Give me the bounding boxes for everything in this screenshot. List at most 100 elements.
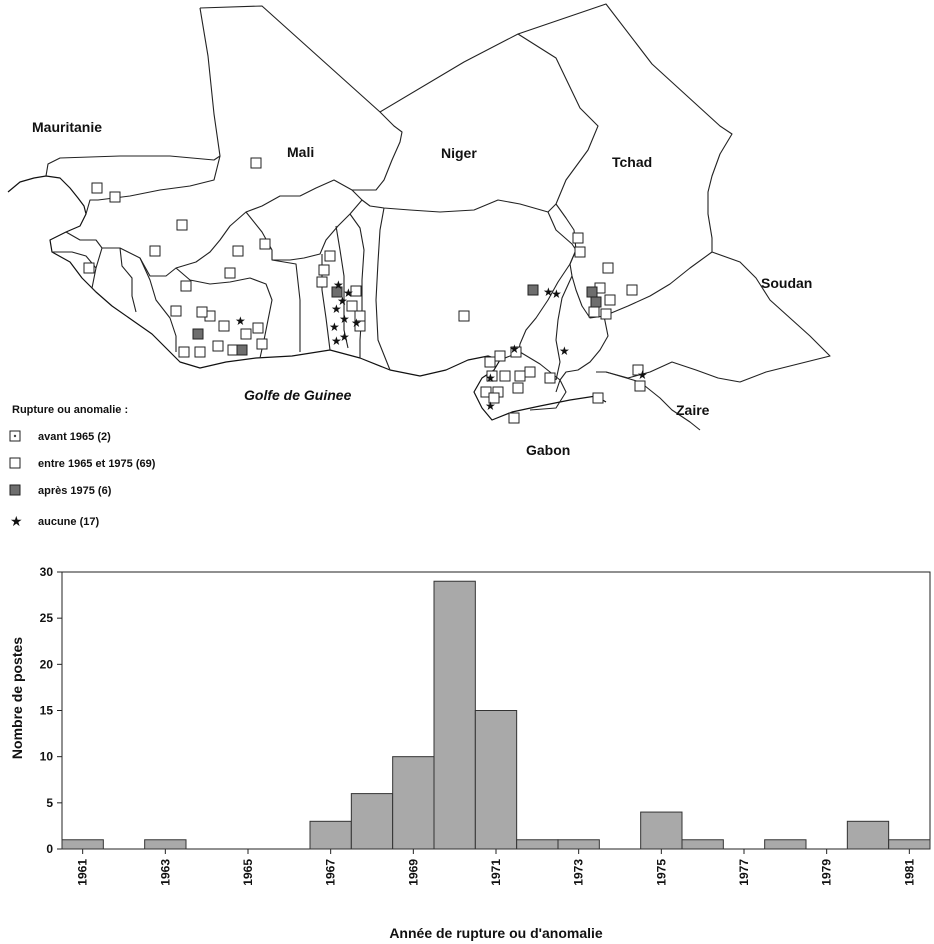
station-open-square (109, 191, 121, 203)
x-tick-label: 1981 (902, 859, 916, 886)
station-open-square (212, 340, 224, 352)
bar-1976 (681, 839, 724, 850)
country-label-mauritanie: Mauritanie (32, 119, 102, 135)
station-star: ★ (509, 342, 520, 356)
country-label-tchad: Tchad (612, 154, 652, 170)
bar-1973 (557, 839, 600, 850)
station-open-square (149, 245, 161, 257)
station-map: Mauritanie Mali Niger Tchad Soudan Zaire… (7, 3, 831, 458)
x-tick-label: 1977 (737, 859, 751, 886)
station-star: ★ (551, 287, 562, 301)
station-filled-square (236, 344, 248, 356)
station-open-square (178, 346, 190, 358)
station-open-square (83, 262, 95, 274)
station-open-square (252, 322, 264, 334)
station-open-square (499, 370, 511, 382)
station-star: ★ (637, 368, 648, 382)
station-open-square (544, 372, 556, 384)
station-open-square (626, 284, 638, 296)
y-axis-ticks: 0 5 10 15 20 25 30 (40, 565, 62, 856)
station-open-square (524, 366, 536, 378)
open-square-icon (9, 457, 21, 469)
station-star: ★ (343, 286, 354, 300)
station-open-square (316, 276, 328, 288)
station-star: ★ (485, 371, 496, 385)
bar-1969 (392, 756, 435, 850)
bar-1981 (888, 839, 931, 850)
bar-1967 (309, 820, 352, 850)
station-open-square (250, 157, 262, 169)
station-star: ★ (543, 285, 554, 299)
station-star: ★ (485, 399, 496, 413)
country-borders (7, 3, 831, 431)
y-tick-label: 20 (40, 657, 54, 671)
station-open-square (632, 364, 644, 376)
station-open-square (324, 250, 336, 262)
station-star: ★ (559, 344, 570, 358)
station-open-square (354, 320, 366, 332)
station-star: ★ (339, 312, 350, 326)
country-labels: Mauritanie Mali Niger Tchad Soudan Zaire… (32, 119, 812, 458)
bar-1963 (144, 839, 187, 850)
station-star: ★ (331, 302, 342, 316)
legend: Rupture ou anomalie : avant 1965 (2) ent… (9, 404, 156, 497)
station-open-square (232, 245, 244, 257)
y-tick-label: 5 (46, 796, 53, 810)
country-label-zaire: Zaire (676, 402, 710, 418)
legend-extra: ★ aucune (17) (10, 513, 99, 529)
country-label-niger: Niger (441, 145, 477, 161)
country-label-gabon: Gabon (526, 442, 570, 458)
legend-label-apres: après 1975 (6) (38, 485, 112, 497)
station-open-square (488, 392, 500, 404)
country-label-mali: Mali (287, 144, 314, 160)
station-open-square (259, 238, 271, 250)
bar-1975 (640, 811, 683, 850)
station-open-square (480, 386, 492, 398)
station-open-square (91, 182, 103, 194)
station-open-square (510, 346, 522, 358)
legend-label-entre: entre 1965 et 1975 (69) (38, 458, 156, 470)
legend-item-aucune: ★ aucune (17) (10, 513, 99, 529)
station-open-square (588, 306, 600, 318)
legend-item-entre: entre 1965 et 1975 (69) (9, 457, 156, 470)
x-tick-label: 1967 (324, 859, 338, 886)
station-open-square (170, 305, 182, 317)
station-star: ★ (235, 314, 246, 328)
x-tick-label: 1971 (489, 859, 503, 886)
station-star: ★ (329, 320, 340, 334)
station-open-square (634, 380, 646, 392)
histogram-bars (61, 580, 931, 850)
station-open-square (176, 219, 188, 231)
histogram-chart: Nombre de postes Année de rupture ou d'a… (9, 565, 931, 941)
station-open-square (240, 328, 252, 340)
bar-1978 (764, 839, 807, 850)
legend-item-avant: avant 1965 (2) (9, 430, 111, 443)
station-star: ★ (333, 278, 344, 292)
station-open-square (346, 300, 358, 312)
station-open-square (600, 308, 612, 320)
x-tick-label: 1961 (76, 859, 90, 886)
station-markers: ★★★★★ ★★★★★★★ ★★★★★ (83, 157, 648, 424)
station-open-square (592, 392, 604, 404)
station-open-square (512, 382, 524, 394)
bar-1970 (433, 580, 476, 850)
station-open-square (602, 262, 614, 274)
y-axis-title: Nombre de postes (9, 637, 25, 759)
star-icon: ★ (10, 513, 23, 529)
y-tick-label: 30 (40, 565, 54, 579)
station-star: ★ (331, 334, 342, 348)
station-open-square (256, 338, 268, 350)
station-open-square (494, 350, 506, 362)
country-label-soudan: Soudan (761, 275, 812, 291)
station-star: ★ (339, 330, 350, 344)
station-star: ★ (351, 316, 362, 330)
y-tick-label: 25 (40, 611, 54, 625)
station-open-square (224, 267, 236, 279)
bar-1971 (474, 710, 518, 850)
y-tick-label: 10 (40, 750, 54, 764)
station-open-square (318, 264, 330, 276)
x-tick-label: 1979 (820, 859, 834, 886)
station-open-square (604, 294, 616, 306)
station-open-square (180, 280, 192, 292)
bar-1968 (350, 793, 394, 850)
